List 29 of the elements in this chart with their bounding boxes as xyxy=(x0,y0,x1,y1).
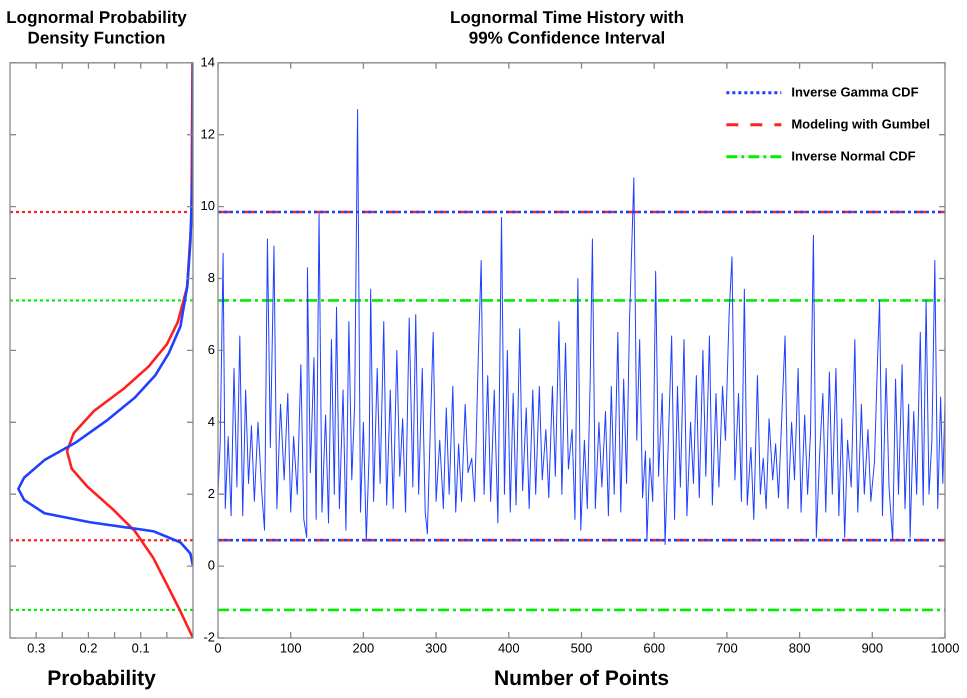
chart-title: Lognormal Probability Density Function xyxy=(6,8,188,48)
legend-label: Inverse Normal CDF xyxy=(791,148,916,164)
x-tick-label: 200 xyxy=(352,640,374,656)
x-tick-label: 400 xyxy=(498,640,520,656)
x-tick-label: 500 xyxy=(570,640,592,656)
x-axis-title: Number of Points xyxy=(494,667,670,690)
y-tick-label: 10 xyxy=(200,198,215,214)
x-tick-label: 300 xyxy=(425,640,447,656)
x-tick-label: 100 xyxy=(280,640,302,656)
y-tick-label: 4 xyxy=(208,414,215,429)
legend-label: Inverse Gamma CDF xyxy=(791,84,919,100)
y-tick-label: 0 xyxy=(208,558,215,573)
x-tick-label: 700 xyxy=(716,640,738,656)
x-tick-label: 900 xyxy=(861,640,884,656)
legend-label: Modeling with Gumbel xyxy=(791,116,930,132)
y-tick-label: 2 xyxy=(208,486,215,501)
y-tick-label: 14 xyxy=(200,54,215,70)
x-tick-label: 800 xyxy=(788,640,810,656)
x-tick-label: 0.3 xyxy=(27,640,46,656)
x-tick-label: 600 xyxy=(643,640,666,656)
y-tick-label: -2 xyxy=(203,630,215,645)
x-tick-label: 1000 xyxy=(930,640,960,656)
x-axis-title: Probability xyxy=(47,667,156,690)
chart-title: Lognormal Time History with 99% Confidence Interval xyxy=(450,8,684,48)
x-tick-label: 0.2 xyxy=(79,640,98,656)
y-tick-label: 6 xyxy=(208,342,215,357)
y-tick-label: 12 xyxy=(200,126,215,142)
x-tick-label: 0.1 xyxy=(132,640,150,656)
y-tick-label: 8 xyxy=(208,270,215,286)
